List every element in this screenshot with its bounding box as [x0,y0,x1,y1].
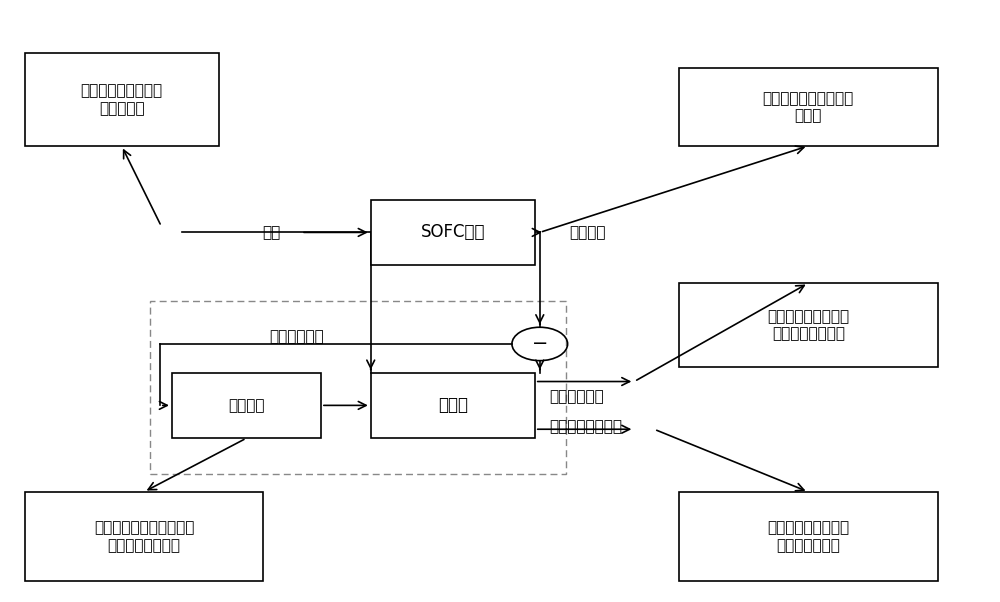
FancyBboxPatch shape [679,492,938,582]
FancyBboxPatch shape [25,492,263,582]
Text: −: − [532,335,548,353]
Text: 观测器: 观测器 [438,396,468,414]
FancyBboxPatch shape [25,54,219,146]
Text: 电堆出口处的燃料和
空气温度的估计值: 电堆出口处的燃料和 空气温度的估计值 [767,309,849,341]
FancyBboxPatch shape [371,200,535,265]
Text: 反馈增益: 反馈增益 [228,398,265,413]
Text: SOFC电堆: SOFC电堆 [421,223,485,241]
FancyBboxPatch shape [679,69,938,146]
Text: 反馈增益的具体形式，由
滑模控制理论求解: 反馈增益的具体形式，由 滑模控制理论求解 [94,520,194,553]
Text: 输出观测误差: 输出观测误差 [269,329,324,344]
FancyBboxPatch shape [679,283,938,367]
Text: 其他状态量的估计: 其他状态量的估计 [550,419,623,434]
FancyBboxPatch shape [371,373,535,438]
Text: 入口处燃料和空气的
流速、温度: 入口处燃料和空气的 流速、温度 [81,84,163,116]
FancyBboxPatch shape [172,373,321,438]
Text: 电堆其他位置处的空
气和固体层温度: 电堆其他位置处的空 气和固体层温度 [767,520,849,553]
Text: 输入: 输入 [262,225,280,240]
Text: 输出量的估计: 输出量的估计 [550,389,604,404]
Text: 实际输出: 实际输出 [570,225,606,240]
Text: 电堆出口处的燃料和空
气温度: 电堆出口处的燃料和空 气温度 [763,91,854,123]
